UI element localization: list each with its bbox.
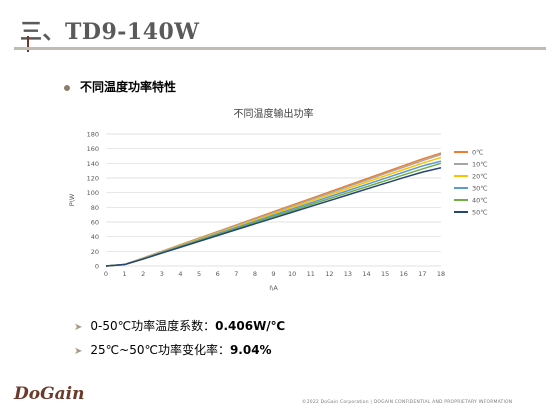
footer-text: ©2022 DoGain Corporation | DOGAIN CONFID… (302, 400, 513, 405)
x-tick-label: 9 (271, 270, 275, 278)
temp-coefficient-line: ➤ 0-50℃功率温度系数：0.406W/℃ (74, 317, 285, 334)
x-tick-label: 4 (178, 270, 182, 278)
x-tick-label: 12 (325, 270, 333, 278)
x-tick-label: 6 (216, 270, 220, 278)
company-logo: DoGain (14, 384, 85, 404)
x-tick-label: 11 (307, 270, 315, 278)
slide-title: 三、TD9-140W (20, 19, 200, 45)
section-heading: 不同温度功率特性 (64, 78, 176, 95)
x-tick-label: 0 (104, 270, 108, 278)
x-tick-label: 17 (418, 270, 426, 278)
legend-label: 0℃ (472, 149, 483, 157)
temp-coefficient-value: 0.406W/℃ (215, 319, 286, 333)
x-tick-label: 5 (197, 270, 201, 278)
y-tick-label: 20 (91, 248, 99, 256)
series-line-0 (105, 152, 442, 267)
power-change-label: 25℃~50℃功率变化率： (90, 343, 230, 357)
x-axis-label: I\A (269, 284, 278, 292)
y-tick-label: 140 (87, 160, 99, 168)
section-heading-text: 不同温度功率特性 (80, 80, 177, 94)
x-tick-label: 3 (160, 270, 164, 278)
x-tick-label: 13 (344, 270, 352, 278)
power-change-line: ➤ 25℃~50℃功率变化率：9.04% (74, 341, 272, 358)
y-axis-label: P\W (68, 193, 76, 206)
y-tick-label: 40 (91, 233, 99, 241)
series-line-5 (105, 167, 442, 267)
x-tick-label: 2 (141, 270, 145, 278)
x-tick-label: 15 (381, 270, 389, 278)
bullet-dot-icon (64, 84, 70, 91)
x-tick-label: 7 (234, 270, 238, 278)
temp-coefficient-label: 0-50℃功率温度系数： (90, 319, 216, 333)
legend-label: 20℃ (472, 173, 488, 181)
x-tick-label: 14 (362, 270, 370, 278)
arrow-bullet-icon: ➤ (74, 322, 83, 333)
legend-label: 40℃ (472, 197, 488, 205)
title-accent-tick (27, 36, 29, 52)
y-tick-label: 160 (87, 145, 99, 153)
legend-label: 50℃ (472, 209, 488, 217)
power-change-value: 9.04% (229, 343, 272, 357)
x-tick-label: 18 (437, 270, 445, 278)
chart-title: 不同温度输出功率 (234, 107, 314, 120)
legend-label: 30℃ (472, 185, 488, 193)
legend-label: 10℃ (472, 161, 488, 169)
x-tick-label: 16 (400, 270, 408, 278)
y-tick-label: 60 (91, 219, 99, 227)
y-tick-label: 100 (87, 189, 99, 197)
title-underline (14, 47, 546, 50)
series-line-1 (105, 153, 442, 267)
x-tick-label: 10 (288, 270, 296, 278)
y-tick-label: 0 (95, 263, 99, 271)
y-tick-label: 180 (87, 131, 99, 139)
y-tick-label: 80 (91, 204, 99, 212)
x-tick-label: 1 (123, 270, 127, 278)
x-tick-label: 8 (253, 270, 257, 278)
arrow-bullet-icon: ➤ (74, 346, 83, 357)
y-tick-label: 120 (87, 175, 99, 183)
